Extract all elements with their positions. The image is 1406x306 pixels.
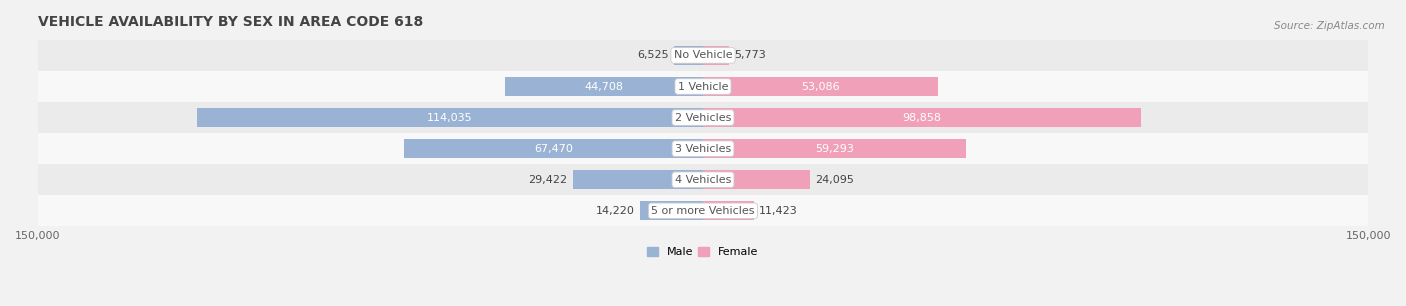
Text: 1 Vehicle: 1 Vehicle	[678, 81, 728, 91]
Text: 24,095: 24,095	[815, 175, 853, 185]
Bar	[572, 170, 703, 189]
Bar	[38, 133, 1368, 164]
Text: 6,525: 6,525	[637, 50, 669, 60]
Bar	[38, 164, 1368, 195]
Text: 53,086: 53,086	[801, 81, 839, 91]
Text: VEHICLE AVAILABILITY BY SEX IN AREA CODE 618: VEHICLE AVAILABILITY BY SEX IN AREA CODE…	[38, 15, 423, 29]
Text: Source: ZipAtlas.com: Source: ZipAtlas.com	[1274, 21, 1385, 32]
Bar	[703, 201, 754, 220]
Bar	[703, 108, 1142, 127]
Text: 114,035: 114,035	[427, 113, 472, 123]
Text: 67,470: 67,470	[534, 144, 572, 154]
Bar	[38, 71, 1368, 102]
Text: 59,293: 59,293	[815, 144, 853, 154]
Text: No Vehicle: No Vehicle	[673, 50, 733, 60]
Text: 5 or more Vehicles: 5 or more Vehicles	[651, 206, 755, 216]
Text: 5,773: 5,773	[734, 50, 766, 60]
Text: 2 Vehicles: 2 Vehicles	[675, 113, 731, 123]
Bar	[197, 108, 703, 127]
Bar	[640, 201, 703, 220]
Text: 11,423: 11,423	[759, 206, 797, 216]
Bar	[703, 46, 728, 65]
Text: 98,858: 98,858	[903, 113, 942, 123]
Text: 4 Vehicles: 4 Vehicles	[675, 175, 731, 185]
Bar	[38, 195, 1368, 226]
Text: 44,708: 44,708	[585, 81, 623, 91]
Bar	[404, 139, 703, 158]
Text: 14,220: 14,220	[596, 206, 634, 216]
Legend: Male, Female: Male, Female	[643, 242, 763, 262]
Text: 29,422: 29,422	[529, 175, 567, 185]
Bar	[38, 40, 1368, 71]
Text: 3 Vehicles: 3 Vehicles	[675, 144, 731, 154]
Bar	[703, 139, 966, 158]
Bar	[673, 46, 703, 65]
Bar	[505, 77, 703, 96]
Bar	[38, 102, 1368, 133]
Bar	[703, 77, 938, 96]
Bar	[703, 170, 810, 189]
